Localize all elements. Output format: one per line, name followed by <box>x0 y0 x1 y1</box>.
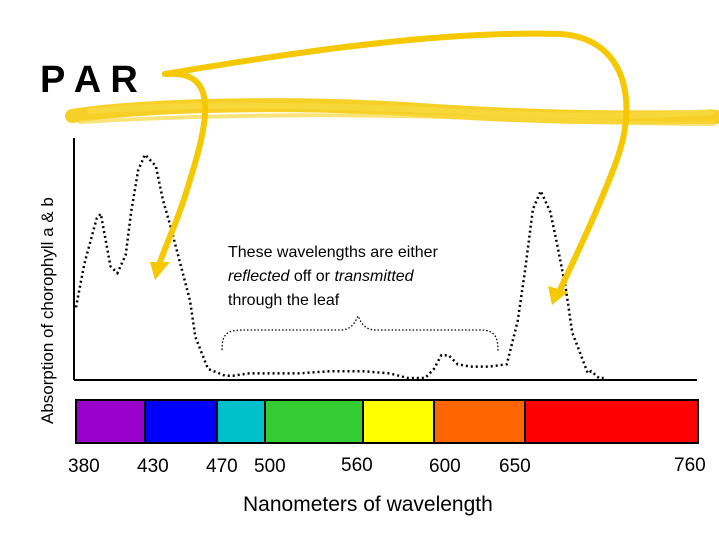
arrow-to-blue-peak <box>157 70 209 265</box>
x-tick-label: 500 <box>254 456 286 477</box>
annotation-reflected: reflected <box>228 268 290 285</box>
spectrum-band-470-500 <box>216 399 266 444</box>
x-tick-label: 470 <box>206 456 238 477</box>
arrow-to-red-peak <box>162 30 630 293</box>
spectrum-band-560-600 <box>362 399 435 444</box>
annotation-transmitted: transmitted <box>334 268 414 285</box>
gap-brace <box>221 314 499 353</box>
absorption-series-line <box>74 152 604 380</box>
annotation-line-2: reflected off or transmitted <box>228 268 415 285</box>
spectrum-bar <box>75 399 699 444</box>
par-arrows <box>150 30 630 305</box>
annotation-line-3: through the leaf <box>228 292 340 309</box>
x-tick-label: 600 <box>429 456 461 477</box>
annotation-line-1: These wavelengths are either <box>228 244 439 261</box>
gap-annotation: These wavelengths are either reflected o… <box>228 244 439 309</box>
spectrum-band-430-470 <box>144 399 218 444</box>
spectrum-band-500-560 <box>264 399 364 444</box>
x-tick-label: 760 <box>674 455 706 476</box>
x-tick-labels: 380 430 470 500 560 600 650 760 <box>68 455 706 477</box>
x-axis-label: Nanometers of wavelength <box>243 493 493 516</box>
spectrum-band-600-650 <box>433 399 526 444</box>
spectrum-band-650-760 <box>524 399 699 444</box>
chart-title: P A R <box>40 59 138 101</box>
x-tick-label: 560 <box>341 455 373 476</box>
y-axis-label: Absorption of chorophyll a & b <box>38 197 57 424</box>
x-tick-label: 430 <box>137 456 169 477</box>
arrowhead-blue-peak <box>150 262 170 280</box>
x-tick-label: 380 <box>68 456 100 477</box>
annotation-off-or: off or <box>289 268 334 285</box>
spectrum-band-380-430 <box>75 399 146 444</box>
arrowhead-red-peak <box>548 286 568 305</box>
highlight-stroke <box>65 98 719 126</box>
x-tick-label: 650 <box>499 456 531 477</box>
